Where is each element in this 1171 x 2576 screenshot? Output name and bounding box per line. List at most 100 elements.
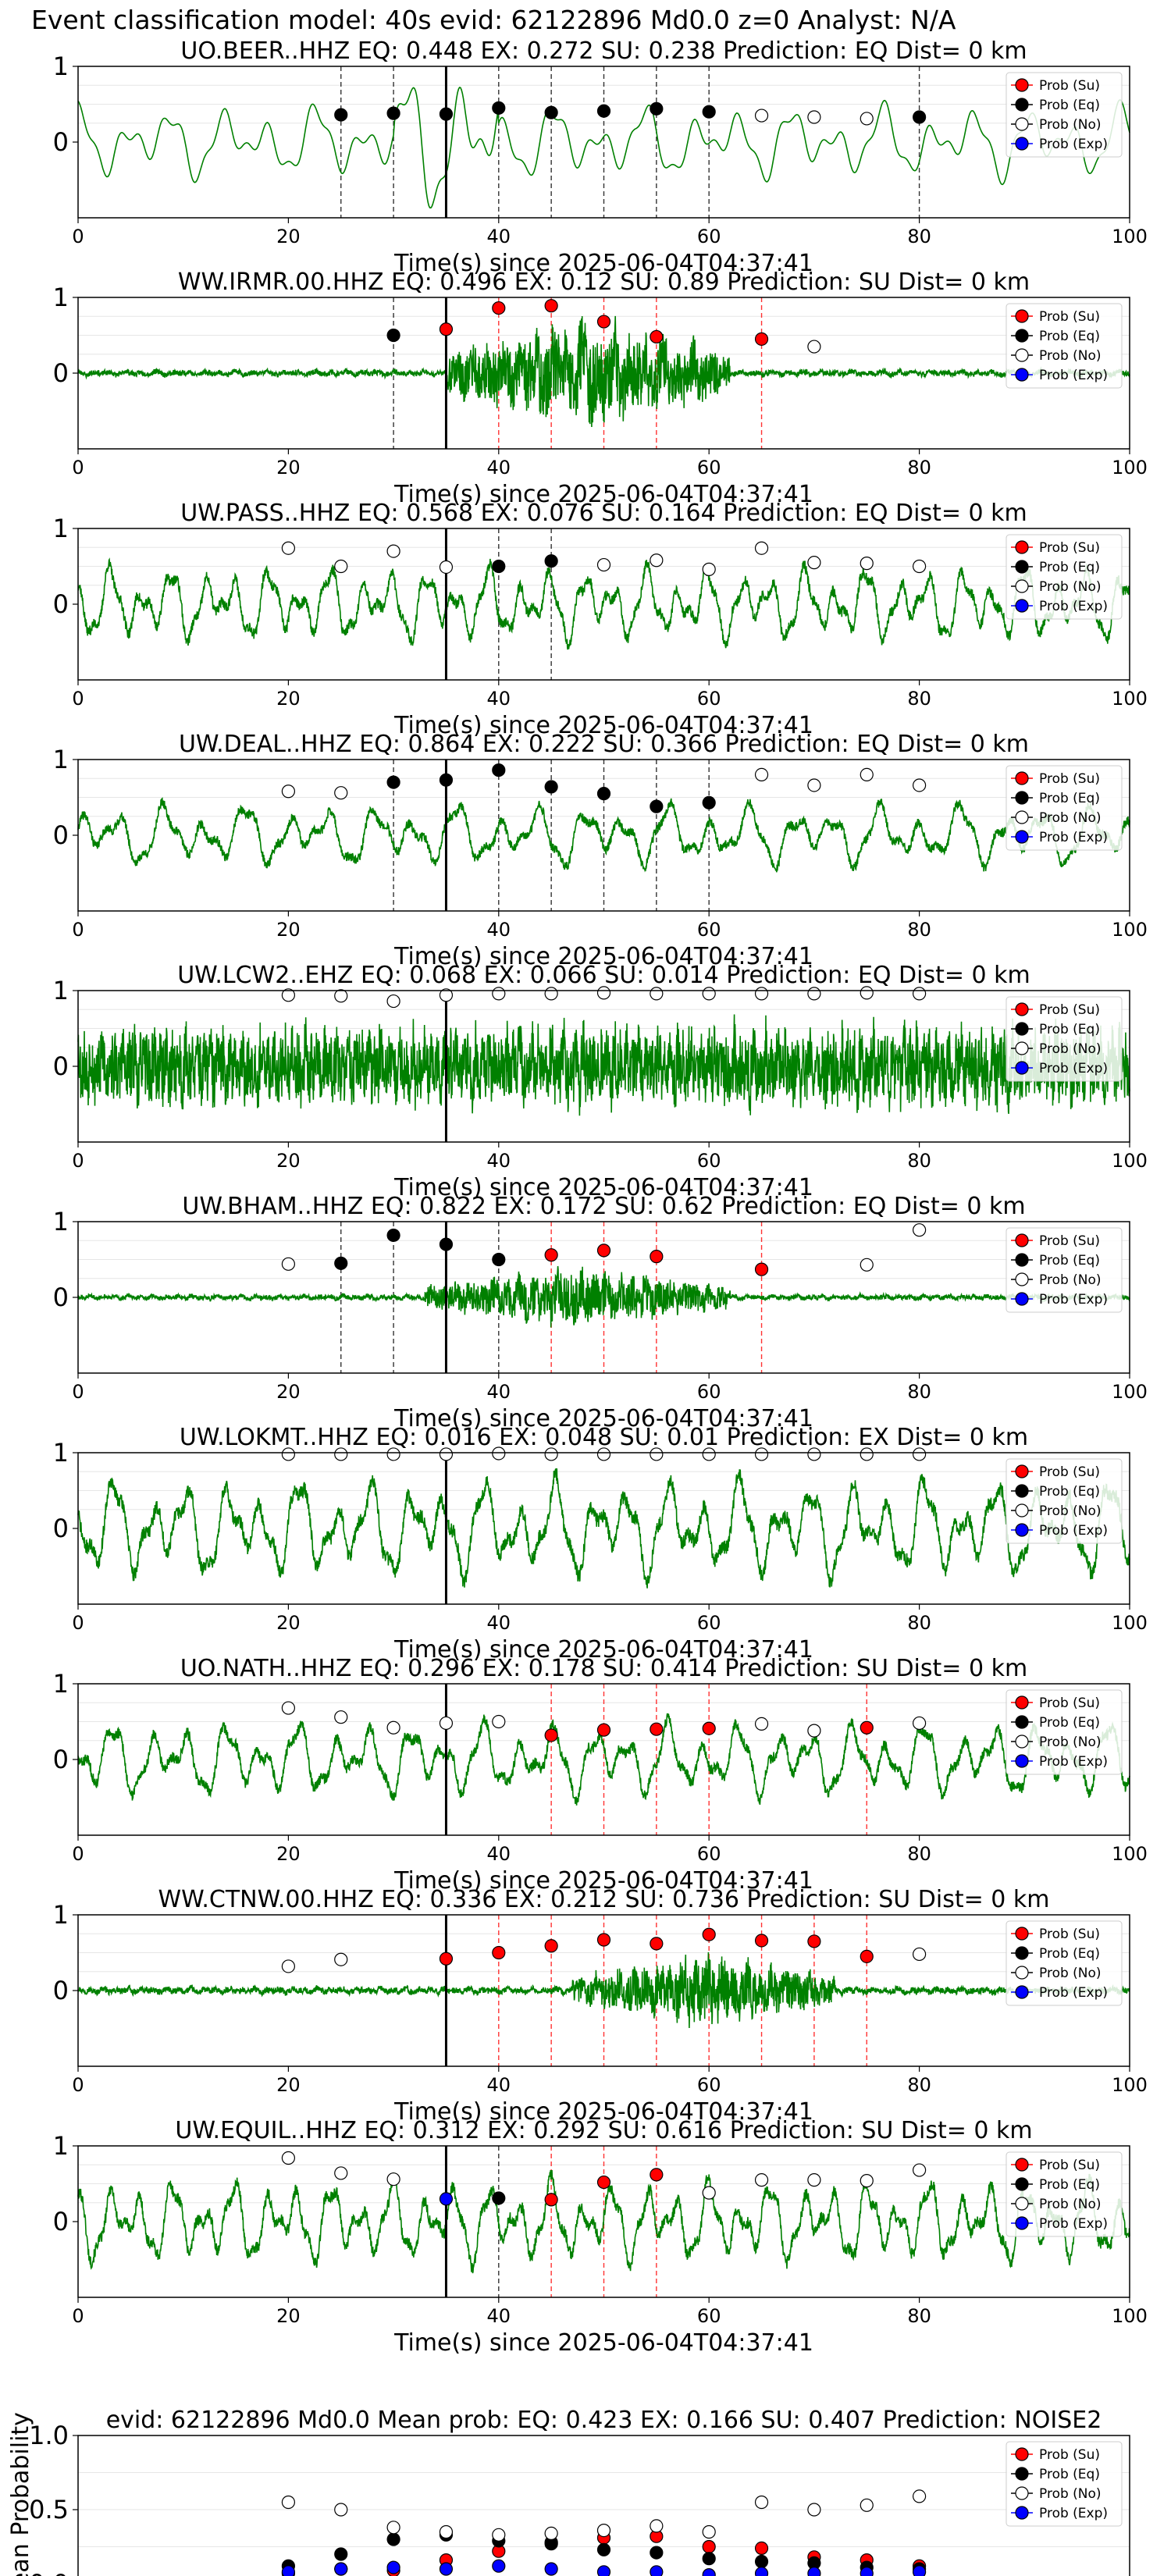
prob-point-no (650, 987, 664, 1001)
legend-label-no: Prob (No) (1039, 1966, 1102, 1981)
legend-label-eq: Prob (Eq) (1039, 791, 1100, 806)
x-tick-label: 20 (276, 1150, 301, 1172)
prob-point-su (596, 2175, 611, 2190)
x-tick-label: 80 (907, 919, 931, 941)
legend-marker-eq (1015, 1715, 1029, 1729)
legend-marker-eq (1015, 1484, 1029, 1498)
y-axis-label: Mean Probability (7, 2412, 34, 2576)
y-tick-label: 0 (53, 1976, 69, 2005)
legend-box (1005, 72, 1123, 158)
prob-point-no (650, 553, 664, 568)
chart-panel-4: UW.DEAL..HHZ EQ: 0.864 EX: 0.222 SU: 0.3… (53, 731, 1148, 970)
waveform-trace (77, 557, 1130, 650)
prob-point-no (439, 560, 454, 575)
mean-point-eq (650, 2546, 664, 2560)
prob-point-no (912, 2163, 927, 2177)
x-tick-label: 100 (1112, 1381, 1148, 1403)
prob-point-no (650, 1447, 664, 1461)
prob-point-su (702, 1721, 716, 1735)
prob-point-eq (596, 104, 611, 118)
prob-point-su (754, 1934, 769, 1948)
legend-marker-su (1015, 78, 1029, 92)
prob-point-no (281, 1959, 295, 1973)
prob-point-su (650, 329, 664, 344)
prob-point-su (544, 1728, 558, 1742)
prob-point-su (650, 1250, 664, 1264)
y-tick-label: 1 (53, 976, 69, 1005)
mean-point-no (807, 2503, 821, 2517)
legend-marker-eq (1015, 2177, 1029, 2191)
legend-label-su: Prob (Su) (1039, 1927, 1100, 1942)
x-tick-label: 40 (487, 2074, 511, 2096)
x-tick-label: 40 (487, 2305, 511, 2327)
prob-point-no (860, 986, 874, 1000)
y-tick-label: 0.5 (29, 2495, 69, 2524)
legend-label-exp: Prob (Exp) (1039, 2506, 1108, 2521)
waveform-trace (77, 1468, 1130, 1589)
prob-point-no (860, 1447, 874, 1461)
legend-label-exp: Prob (Exp) (1039, 368, 1108, 383)
legend-label-su: Prob (Su) (1039, 2158, 1100, 2173)
legend-label-no: Prob (No) (1039, 1041, 1102, 1057)
prob-point-no (281, 1447, 295, 1461)
legend-label-eq: Prob (Eq) (1039, 1484, 1100, 1500)
prob-point-su (650, 1722, 664, 1736)
prob-point-su (596, 1723, 611, 1737)
mean-point-eq (386, 2532, 400, 2546)
waveform-trace (77, 1952, 1130, 2029)
prob-point-no (860, 1258, 874, 1272)
x-tick-label: 0 (72, 1843, 84, 1865)
legend-marker-su (1015, 309, 1029, 323)
y-tick-label: 1 (53, 1900, 69, 1930)
legend-marker-su (1015, 1927, 1029, 1941)
mean-point-su (754, 2541, 769, 2555)
prob-point-no (281, 988, 295, 1002)
x-tick-label: 100 (1112, 1843, 1148, 1865)
x-tick-label: 100 (1112, 688, 1148, 710)
legend-marker-no (1015, 1966, 1029, 1980)
y-tick-label: 0 (53, 1051, 69, 1081)
waveform-trace (77, 1713, 1130, 1806)
x-tick-label: 20 (276, 688, 301, 710)
prob-point-no (544, 1447, 558, 1461)
prob-point-no (386, 2172, 400, 2186)
prob-point-su (650, 1937, 664, 1951)
legend-marker-exp (1015, 1523, 1029, 1537)
legend-marker-no (1015, 2486, 1029, 2500)
prob-point-no (492, 1714, 506, 1729)
prob-point-no (807, 110, 821, 124)
prob-point-no (860, 112, 874, 126)
legend-box (1005, 1458, 1123, 1544)
legend-label-su: Prob (Su) (1039, 1695, 1100, 1711)
x-axis-label: Time(s) since 2025-06-04T04:37:41 (393, 2098, 813, 2126)
y-tick-label: 1 (53, 745, 69, 774)
panel-title: WW.IRMR.00.HHZ EQ: 0.496 EX: 0.12 SU: 0.… (178, 269, 1030, 296)
prob-point-no (912, 559, 927, 574)
prob-point-eq (596, 787, 611, 801)
x-tick-label: 40 (487, 1843, 511, 1865)
legend-label-no: Prob (No) (1039, 2197, 1102, 2212)
panel-title: evid: 62122896 Md0.0 Mean prob: EQ: 0.42… (106, 2407, 1102, 2434)
x-tick-label: 0 (72, 226, 84, 247)
mean-point-exp (860, 2567, 874, 2576)
legend-marker-eq (1015, 329, 1029, 343)
legend-label-exp: Prob (Exp) (1039, 1754, 1108, 1770)
legend-label-exp: Prob (Exp) (1039, 1523, 1108, 1539)
legend-marker-su (1015, 540, 1029, 554)
legend-marker-no (1015, 1735, 1029, 1749)
prob-point-no (386, 1720, 400, 1735)
mean-point-su (702, 2539, 716, 2554)
prob-point-su (860, 1949, 874, 1963)
prob-point-su (596, 315, 611, 329)
mean-point-exp (386, 2560, 400, 2574)
legend-label-exp: Prob (Exp) (1039, 830, 1108, 845)
x-tick-label: 0 (72, 919, 84, 941)
chart-panel-6: UW.BHAM..HHZ EQ: 0.822 EX: 0.172 SU: 0.6… (53, 1193, 1148, 1432)
prob-point-eq (650, 101, 664, 116)
y-tick-label: 1 (53, 1438, 69, 1468)
mean-point-no (544, 2526, 558, 2540)
chart-panel-11: evid: 62122896 Md0.0 Mean prob: EQ: 0.42… (7, 2407, 1130, 2576)
prob-point-no (334, 1710, 348, 1724)
legend-label-exp: Prob (Exp) (1039, 1292, 1108, 1308)
